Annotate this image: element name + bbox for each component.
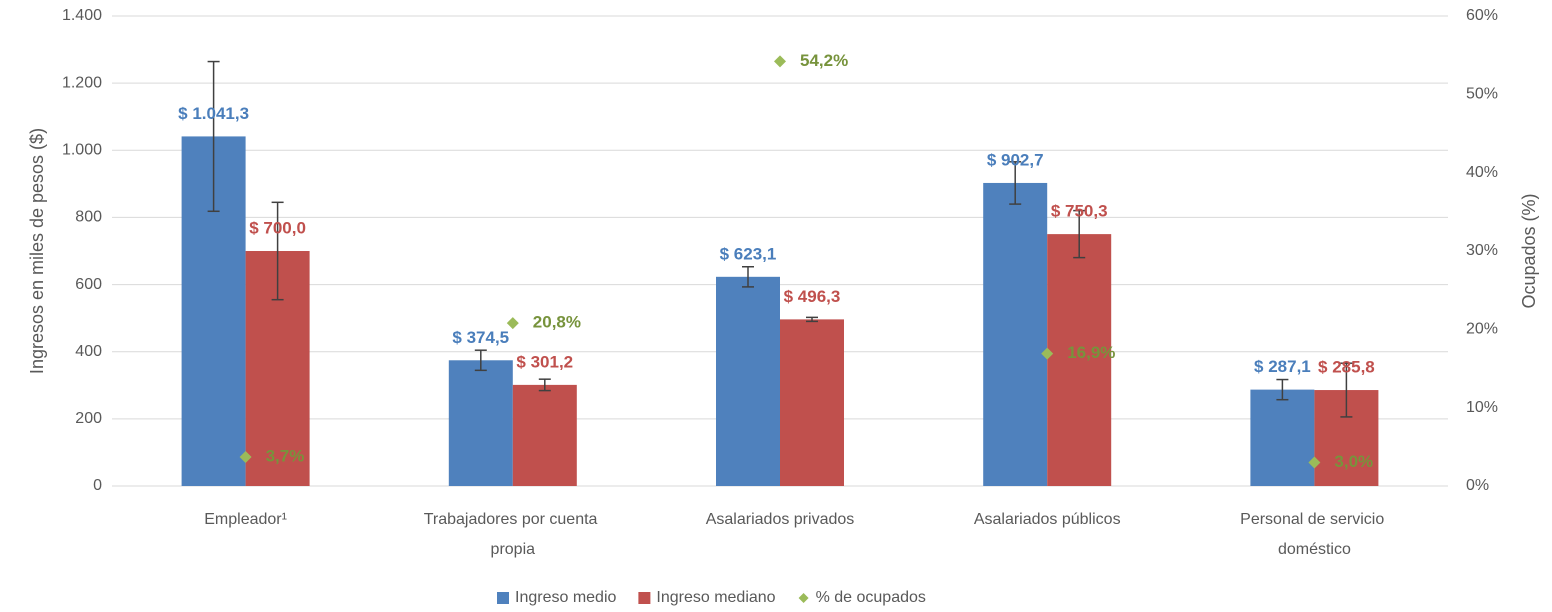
x-tick-label: Asalariados públicos — [974, 511, 1121, 528]
error-bar — [538, 378, 551, 392]
legend-swatch — [798, 593, 809, 603]
x-tick-label: Trabajadores por cuenta propia — [424, 511, 602, 558]
point — [1308, 456, 1321, 469]
data-label: 16,9% — [1067, 343, 1115, 362]
error-bar — [806, 316, 818, 323]
data-label: $ 902,7 — [987, 150, 1044, 169]
error-bar — [1340, 362, 1353, 418]
y2-tick-label: 10% — [1466, 399, 1498, 416]
y-tick-label: 800 — [75, 209, 102, 226]
error-bar — [742, 265, 754, 288]
y-tick-label: 600 — [75, 276, 102, 293]
legend-swatch — [638, 592, 651, 604]
y2-tick-label: 0% — [1466, 477, 1489, 494]
data-label: 3,7% — [266, 447, 305, 466]
point — [506, 317, 519, 330]
error-bar — [1073, 209, 1086, 259]
y-tick-label: 200 — [75, 410, 102, 427]
y2-tick-label: 30% — [1466, 242, 1498, 259]
data-label: 3,0% — [1334, 452, 1373, 471]
y-tick-label: 1.400 — [62, 7, 102, 24]
legend-label: Ingreso mediano — [656, 589, 775, 606]
x-tick-label: Asalariados privados — [706, 511, 855, 528]
bar — [716, 276, 780, 486]
error-bar — [1276, 378, 1289, 401]
y2-axis-title: Ocupados (%) — [1519, 193, 1539, 308]
bar — [448, 360, 513, 486]
error-bar — [1009, 161, 1022, 205]
bar — [1047, 234, 1112, 486]
data-label: $ 301,2 — [516, 352, 573, 371]
x-tick-label: Personal de servicio doméstico — [1240, 511, 1389, 558]
y-tick-label: 1.000 — [62, 142, 102, 159]
error-bar — [207, 60, 220, 213]
x-tick-label: Empleador¹ — [204, 511, 287, 528]
bar — [780, 319, 844, 486]
y2-tick-label: 40% — [1466, 164, 1498, 181]
y-axis-title: Ingresos en miles de pesos ($) — [27, 128, 47, 374]
point — [239, 451, 252, 464]
data-label: $ 623,1 — [720, 244, 777, 263]
error-bar — [474, 349, 487, 372]
y-tick-label: 0 — [93, 477, 102, 494]
data-label: $ 285,8 — [1318, 358, 1375, 377]
data-label: $ 750,3 — [1051, 202, 1108, 221]
data-label: $ 1.041,3 — [178, 104, 249, 123]
data-label: $ 374,5 — [452, 328, 509, 347]
bar — [512, 384, 577, 486]
y2-tick-label: 50% — [1466, 86, 1498, 103]
point — [774, 55, 786, 68]
data-label: 20,8% — [533, 313, 581, 332]
legend-swatch — [497, 592, 509, 604]
data-label: 54,2% — [800, 51, 848, 70]
data-label: $ 496,3 — [784, 287, 841, 306]
legend-label: Ingreso medio — [515, 589, 616, 606]
y2-tick-label: 20% — [1466, 321, 1498, 338]
y2-tick-label: 60% — [1466, 7, 1498, 24]
y-tick-label: 400 — [75, 343, 102, 360]
data-label: $ 700,0 — [249, 218, 306, 237]
point — [1041, 347, 1054, 360]
data-label: $ 287,1 — [1254, 357, 1311, 376]
y-tick-label: 1.200 — [62, 74, 102, 91]
legend-label: % de ocupados — [816, 589, 926, 606]
bar — [1250, 389, 1315, 486]
bar — [983, 182, 1048, 486]
error-bar — [271, 201, 284, 301]
